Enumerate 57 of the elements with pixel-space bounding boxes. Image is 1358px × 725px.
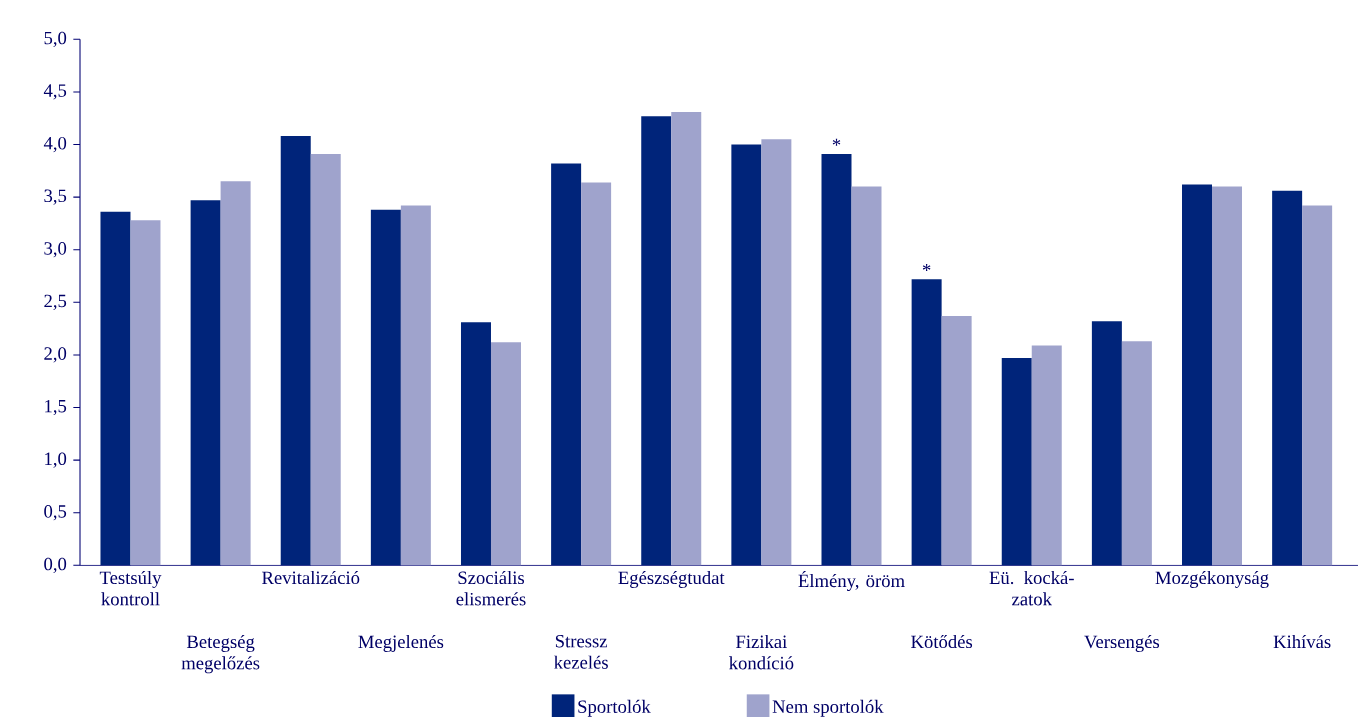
bar	[1182, 184, 1212, 566]
bar	[1091, 321, 1122, 566]
bar	[490, 342, 521, 566]
bar	[551, 163, 582, 566]
x-tick-label: Szociális elismerés	[456, 570, 526, 606]
annotation: *	[832, 138, 841, 146]
legend-label: Sportolók	[578, 699, 651, 717]
x-tick-label: Testsúly kontroll	[99, 570, 162, 606]
x-tick-label: Megjelenés	[358, 634, 444, 652]
x-tick-label: Fizikai kondíció	[729, 634, 794, 670]
y-tick-label: 1,0	[45, 452, 67, 468]
bar	[280, 135, 311, 566]
x-tick-label: Eü. kocká- zatok	[989, 570, 1074, 606]
bar	[731, 144, 762, 566]
bar	[100, 211, 131, 566]
x-tick-label: Revitalizáció	[262, 570, 360, 584]
x-tick-label: Versengés	[1084, 634, 1160, 652]
bar	[1031, 345, 1062, 566]
bar	[130, 220, 161, 566]
bar	[761, 139, 792, 566]
bar	[460, 322, 491, 566]
y-tick-label: 2,5	[44, 294, 67, 310]
x-tick-label: Mozgékonyság	[1155, 570, 1269, 588]
bar	[220, 181, 251, 566]
y-tick-label: 2,0	[44, 347, 67, 363]
x-tick-label: Stressz kezelés	[554, 634, 608, 669]
bar	[1302, 205, 1333, 566]
y-tick-label: 3,5	[44, 189, 67, 205]
y-tick-label: 5,0	[44, 31, 67, 47]
bar	[370, 209, 401, 566]
bar	[1272, 190, 1303, 566]
bar	[911, 279, 942, 566]
bar	[400, 205, 431, 566]
y-tick-label: 0,0	[44, 557, 67, 573]
x-tick-label: Egészségtudat	[618, 570, 725, 588]
x-tick-label: Élmény, öröm	[798, 570, 905, 591]
x-tick-label: Betegség megelőzés	[181, 634, 260, 674]
bar	[671, 111, 702, 566]
y-tick-label: 0,5	[44, 504, 67, 521]
bar	[821, 153, 852, 566]
bar	[310, 153, 341, 566]
bar	[851, 186, 882, 566]
bar	[1001, 357, 1032, 566]
bar	[581, 182, 612, 566]
x-tick-label: Kötődés	[911, 634, 973, 648]
y-tick-label: 4,0	[43, 136, 67, 153]
annotation: *	[922, 263, 931, 271]
bar	[1212, 186, 1243, 566]
bar	[941, 315, 972, 566]
x-tick-label: Kihívás	[1273, 634, 1331, 648]
bar	[1121, 341, 1152, 566]
bar	[190, 200, 221, 566]
y-tick-label: 3,0	[44, 241, 67, 258]
bar	[641, 115, 672, 566]
legend-label: Nem sportolók	[772, 699, 884, 717]
y-tick-label: 1,5	[45, 399, 67, 415]
y-tick-label: 4,5	[43, 84, 67, 100]
